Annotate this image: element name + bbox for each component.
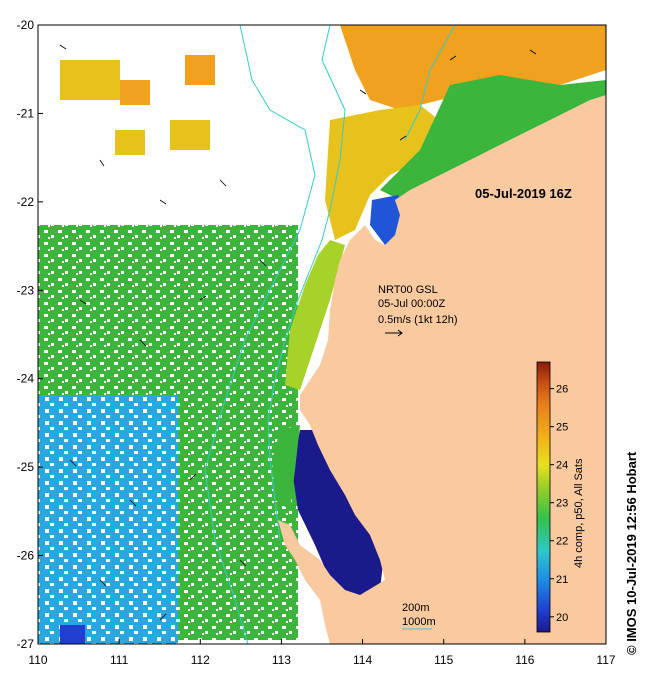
sst-blue-corner (60, 625, 85, 644)
credit-text: © IMOS 10-Jul-2019 12:56 Hobart (624, 451, 639, 655)
sst-yellow-patch-3 (115, 130, 145, 155)
colorbar-gradient (536, 361, 551, 633)
colorbar-tick-label: 22 (556, 536, 568, 548)
lon-tick-label: 112 (191, 653, 210, 667)
longitude-axis: 110 111 112 113 114 115 116 117 (28, 639, 616, 667)
colorbar-tick-label: 21 (556, 574, 568, 586)
sst-sharkbay-blue (292, 430, 385, 600)
lon-tick-label: 113 (272, 653, 291, 667)
lon-tick-label: 111 (110, 653, 129, 667)
colorbar-tick-label: 25 (556, 422, 568, 434)
sst-yellow-patch-2 (170, 120, 210, 150)
lat-tick-label: -26 (17, 549, 35, 563)
sst-orange-patch-2 (185, 55, 215, 85)
isobath-offshore (404, 25, 456, 141)
lat-tick-label: -27 (17, 637, 35, 651)
sst-green-south (178, 390, 298, 640)
sst-green-coast-north (380, 75, 606, 200)
sst-yellow-north (325, 105, 445, 240)
colorbar-title: 4h comp, p50, All Sats (573, 458, 585, 568)
latitude-axis: -20 -21 -22 -23 -24 -25 -26 -27 (17, 18, 43, 651)
lat-tick-label: -25 (17, 460, 35, 474)
isobath-1000m (204, 25, 316, 644)
colorbar-tick-label: 26 (556, 384, 568, 396)
sst-orange-patch-1 (120, 80, 150, 105)
sst-coastal-band (285, 240, 345, 390)
colorbar: 20 21 22 23 24 25 26 4h comp, p50, All Sats (536, 361, 585, 633)
colorbar-ticks: 20 21 22 23 24 25 26 (550, 384, 568, 624)
lon-tick-label: 117 (596, 653, 615, 667)
map-timestamp: 05-Jul-2019 16Z (475, 186, 572, 201)
lat-tick-label: -24 (17, 372, 35, 386)
current-scale-label: 0.5m/s (1kt 12h) (378, 314, 457, 326)
colorbar-tick-label: 24 (556, 460, 568, 472)
isobath-200m-label: 200m (402, 602, 430, 614)
sst-green-sharkbay-west (272, 425, 300, 510)
sst-cyan-offshore (38, 395, 178, 644)
lat-tick-label: -23 (17, 283, 35, 297)
lat-tick-label: -21 (17, 106, 35, 120)
colorbar-tick-label: 20 (556, 612, 568, 624)
isobath-1000m-label: 1000m (402, 616, 436, 628)
map-plot-area (38, 25, 606, 644)
lat-tick-label: -20 (17, 18, 35, 32)
lon-tick-label: 114 (353, 653, 372, 667)
sst-green-offshore (38, 225, 298, 405)
lon-tick-label: 110 (28, 653, 47, 667)
current-source-label: NRT00 GSL (378, 284, 438, 296)
current-date-label: 05-Jul 00:00Z (378, 298, 446, 310)
lat-tick-label: -22 (17, 195, 35, 209)
lon-tick-label: 115 (434, 653, 453, 667)
sst-yellow-patch (60, 60, 120, 100)
current-legend: NRT00 GSL 05-Jul 00:00Z 0.5m/s (1kt 12h) (378, 284, 457, 337)
lon-tick-label: 116 (515, 653, 534, 667)
plot-frame (37, 24, 607, 645)
isobath-legend: 200m 1000m (402, 602, 436, 630)
arrow-head-icon (397, 329, 403, 337)
colorbar-tick-label: 23 (556, 498, 568, 510)
land-australia (278, 25, 606, 644)
isobath-200m (267, 25, 346, 541)
current-vectors (59, 44, 537, 621)
